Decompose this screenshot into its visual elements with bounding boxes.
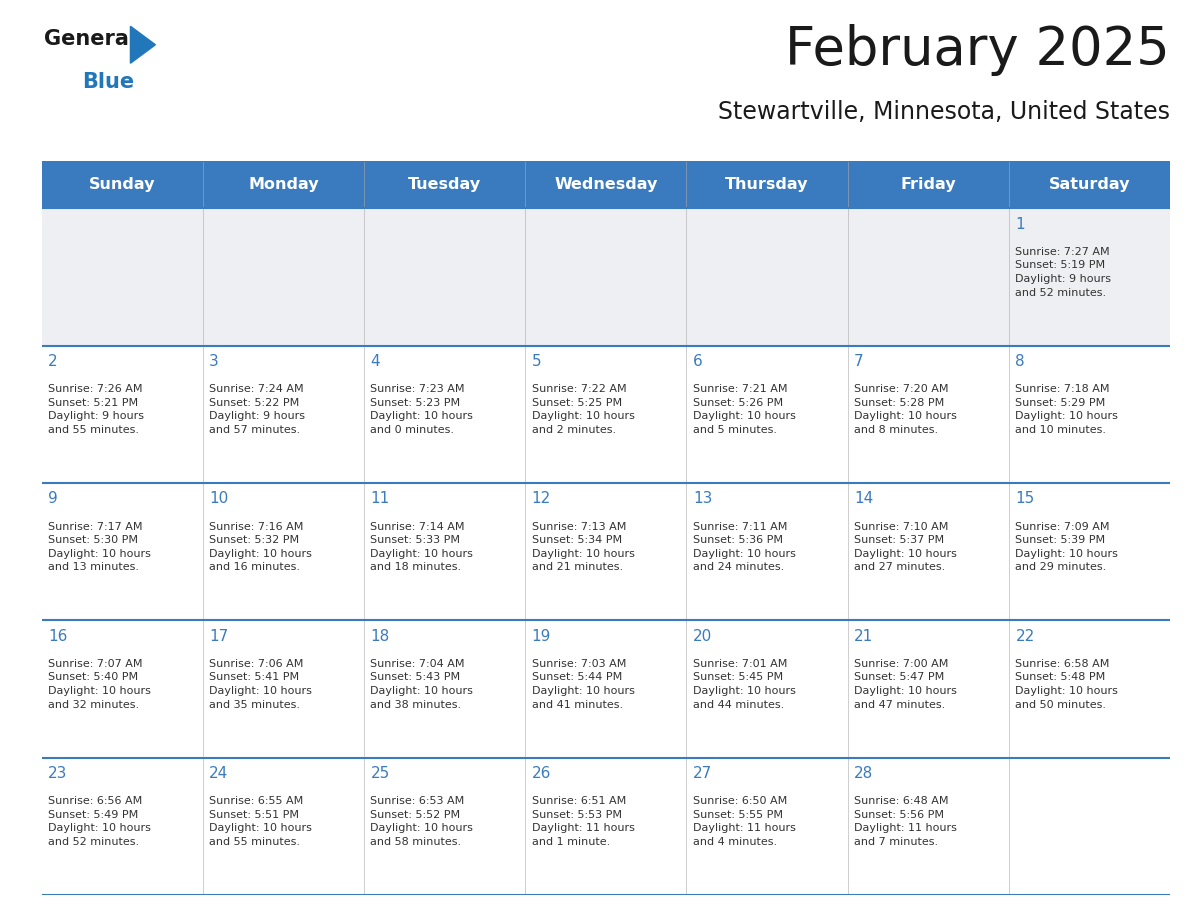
Text: 25: 25 — [371, 766, 390, 781]
Text: 16: 16 — [48, 629, 68, 644]
Text: Sunrise: 7:18 AM
Sunset: 5:29 PM
Daylight: 10 hours
and 10 minutes.: Sunrise: 7:18 AM Sunset: 5:29 PM Dayligh… — [1016, 384, 1118, 435]
Text: 2: 2 — [48, 354, 58, 369]
Bar — [42, 483, 1170, 621]
Text: Sunrise: 7:21 AM
Sunset: 5:26 PM
Daylight: 10 hours
and 5 minutes.: Sunrise: 7:21 AM Sunset: 5:26 PM Dayligh… — [693, 384, 796, 435]
Text: 24: 24 — [209, 766, 228, 781]
Text: Sunrise: 7:20 AM
Sunset: 5:28 PM
Daylight: 10 hours
and 8 minutes.: Sunrise: 7:20 AM Sunset: 5:28 PM Dayligh… — [854, 384, 958, 435]
Text: Sunrise: 6:50 AM
Sunset: 5:55 PM
Daylight: 11 hours
and 4 minutes.: Sunrise: 6:50 AM Sunset: 5:55 PM Dayligh… — [693, 796, 796, 847]
Text: Sunrise: 7:17 AM
Sunset: 5:30 PM
Daylight: 10 hours
and 13 minutes.: Sunrise: 7:17 AM Sunset: 5:30 PM Dayligh… — [48, 521, 151, 572]
Text: 1: 1 — [1016, 217, 1025, 231]
Text: Sunrise: 7:07 AM
Sunset: 5:40 PM
Daylight: 10 hours
and 32 minutes.: Sunrise: 7:07 AM Sunset: 5:40 PM Dayligh… — [48, 659, 151, 710]
Text: 3: 3 — [209, 354, 219, 369]
Text: General: General — [44, 29, 135, 49]
Text: 28: 28 — [854, 766, 873, 781]
Text: 21: 21 — [854, 629, 873, 644]
Text: Sunrise: 7:01 AM
Sunset: 5:45 PM
Daylight: 10 hours
and 44 minutes.: Sunrise: 7:01 AM Sunset: 5:45 PM Dayligh… — [693, 659, 796, 710]
Text: 10: 10 — [209, 491, 228, 507]
Text: Sunrise: 7:22 AM
Sunset: 5:25 PM
Daylight: 10 hours
and 2 minutes.: Sunrise: 7:22 AM Sunset: 5:25 PM Dayligh… — [532, 384, 634, 435]
Text: Sunrise: 7:26 AM
Sunset: 5:21 PM
Daylight: 9 hours
and 55 minutes.: Sunrise: 7:26 AM Sunset: 5:21 PM Dayligh… — [48, 384, 144, 435]
Text: Sunrise: 7:00 AM
Sunset: 5:47 PM
Daylight: 10 hours
and 47 minutes.: Sunrise: 7:00 AM Sunset: 5:47 PM Dayligh… — [854, 659, 958, 710]
Bar — [42, 208, 1170, 346]
Text: Sunrise: 7:23 AM
Sunset: 5:23 PM
Daylight: 10 hours
and 0 minutes.: Sunrise: 7:23 AM Sunset: 5:23 PM Dayligh… — [371, 384, 473, 435]
Text: Sunrise: 6:56 AM
Sunset: 5:49 PM
Daylight: 10 hours
and 52 minutes.: Sunrise: 6:56 AM Sunset: 5:49 PM Dayligh… — [48, 796, 151, 847]
Text: Wednesday: Wednesday — [554, 177, 658, 192]
Text: Sunrise: 7:24 AM
Sunset: 5:22 PM
Daylight: 9 hours
and 57 minutes.: Sunrise: 7:24 AM Sunset: 5:22 PM Dayligh… — [209, 384, 305, 435]
Text: Sunrise: 6:58 AM
Sunset: 5:48 PM
Daylight: 10 hours
and 50 minutes.: Sunrise: 6:58 AM Sunset: 5:48 PM Dayligh… — [1016, 659, 1118, 710]
Text: Sunrise: 6:51 AM
Sunset: 5:53 PM
Daylight: 11 hours
and 1 minute.: Sunrise: 6:51 AM Sunset: 5:53 PM Dayligh… — [532, 796, 634, 847]
Text: Saturday: Saturday — [1049, 177, 1130, 192]
Text: 6: 6 — [693, 354, 702, 369]
Bar — [42, 346, 1170, 483]
Text: Sunrise: 7:10 AM
Sunset: 5:37 PM
Daylight: 10 hours
and 27 minutes.: Sunrise: 7:10 AM Sunset: 5:37 PM Dayligh… — [854, 521, 958, 572]
Bar — [42, 757, 1170, 895]
Text: Sunrise: 7:06 AM
Sunset: 5:41 PM
Daylight: 10 hours
and 35 minutes.: Sunrise: 7:06 AM Sunset: 5:41 PM Dayligh… — [209, 659, 312, 710]
Text: Sunrise: 6:48 AM
Sunset: 5:56 PM
Daylight: 11 hours
and 7 minutes.: Sunrise: 6:48 AM Sunset: 5:56 PM Dayligh… — [854, 796, 958, 847]
Text: 13: 13 — [693, 491, 713, 507]
Text: Sunrise: 7:16 AM
Sunset: 5:32 PM
Daylight: 10 hours
and 16 minutes.: Sunrise: 7:16 AM Sunset: 5:32 PM Dayligh… — [209, 521, 312, 572]
Text: 4: 4 — [371, 354, 380, 369]
Text: Sunrise: 7:11 AM
Sunset: 5:36 PM
Daylight: 10 hours
and 24 minutes.: Sunrise: 7:11 AM Sunset: 5:36 PM Dayligh… — [693, 521, 796, 572]
Text: Thursday: Thursday — [726, 177, 809, 192]
Text: Sunday: Sunday — [89, 177, 156, 192]
Text: 8: 8 — [1016, 354, 1025, 369]
Text: 23: 23 — [48, 766, 68, 781]
Text: Sunrise: 7:27 AM
Sunset: 5:19 PM
Daylight: 9 hours
and 52 minutes.: Sunrise: 7:27 AM Sunset: 5:19 PM Dayligh… — [1016, 247, 1112, 297]
Text: Sunrise: 6:55 AM
Sunset: 5:51 PM
Daylight: 10 hours
and 55 minutes.: Sunrise: 6:55 AM Sunset: 5:51 PM Dayligh… — [209, 796, 312, 847]
Text: Stewartville, Minnesota, United States: Stewartville, Minnesota, United States — [719, 99, 1170, 124]
Bar — [42, 621, 1170, 757]
Text: Friday: Friday — [901, 177, 956, 192]
Text: 17: 17 — [209, 629, 228, 644]
Text: February 2025: February 2025 — [785, 24, 1170, 76]
Text: 5: 5 — [532, 354, 542, 369]
Text: 22: 22 — [1016, 629, 1035, 644]
Text: Monday: Monday — [248, 177, 318, 192]
Text: 9: 9 — [48, 491, 58, 507]
Text: 26: 26 — [532, 766, 551, 781]
Bar — [42, 161, 1170, 208]
Text: Sunrise: 7:09 AM
Sunset: 5:39 PM
Daylight: 10 hours
and 29 minutes.: Sunrise: 7:09 AM Sunset: 5:39 PM Dayligh… — [1016, 521, 1118, 572]
Text: Tuesday: Tuesday — [409, 177, 481, 192]
Text: 14: 14 — [854, 491, 873, 507]
Text: Sunrise: 7:13 AM
Sunset: 5:34 PM
Daylight: 10 hours
and 21 minutes.: Sunrise: 7:13 AM Sunset: 5:34 PM Dayligh… — [532, 521, 634, 572]
Text: 27: 27 — [693, 766, 712, 781]
Text: Sunrise: 6:53 AM
Sunset: 5:52 PM
Daylight: 10 hours
and 58 minutes.: Sunrise: 6:53 AM Sunset: 5:52 PM Dayligh… — [371, 796, 473, 847]
Text: 18: 18 — [371, 629, 390, 644]
Polygon shape — [131, 27, 156, 63]
Text: 20: 20 — [693, 629, 712, 644]
Text: 11: 11 — [371, 491, 390, 507]
Text: 12: 12 — [532, 491, 551, 507]
Text: 15: 15 — [1016, 491, 1035, 507]
Text: Sunrise: 7:03 AM
Sunset: 5:44 PM
Daylight: 10 hours
and 41 minutes.: Sunrise: 7:03 AM Sunset: 5:44 PM Dayligh… — [532, 659, 634, 710]
Text: Sunrise: 7:04 AM
Sunset: 5:43 PM
Daylight: 10 hours
and 38 minutes.: Sunrise: 7:04 AM Sunset: 5:43 PM Dayligh… — [371, 659, 473, 710]
Text: Sunrise: 7:14 AM
Sunset: 5:33 PM
Daylight: 10 hours
and 18 minutes.: Sunrise: 7:14 AM Sunset: 5:33 PM Dayligh… — [371, 521, 473, 572]
Text: 7: 7 — [854, 354, 864, 369]
Text: Blue: Blue — [82, 72, 134, 92]
Text: 19: 19 — [532, 629, 551, 644]
